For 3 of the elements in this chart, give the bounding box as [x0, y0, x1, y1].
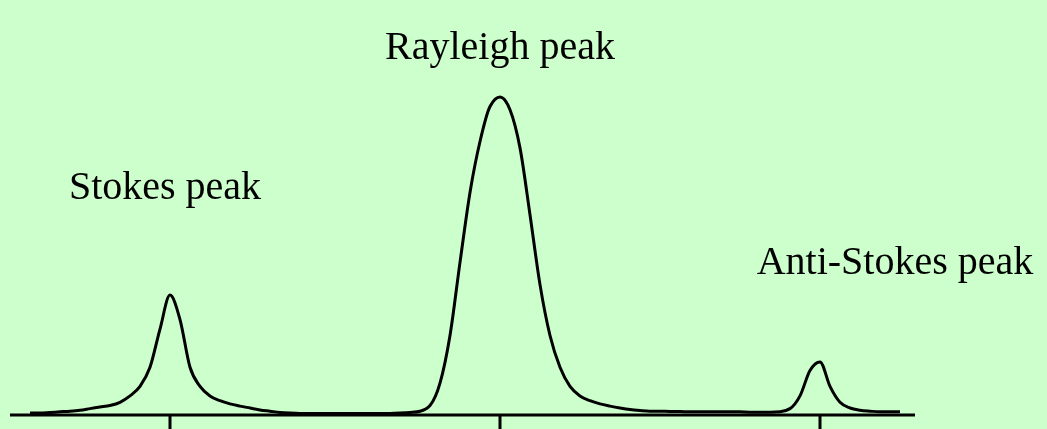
annotation: Anti-Stokes peak: [756, 237, 1034, 283]
annotation: Stokes peak: [68, 163, 262, 209]
text: Rayleigh peak: [385, 23, 615, 68]
